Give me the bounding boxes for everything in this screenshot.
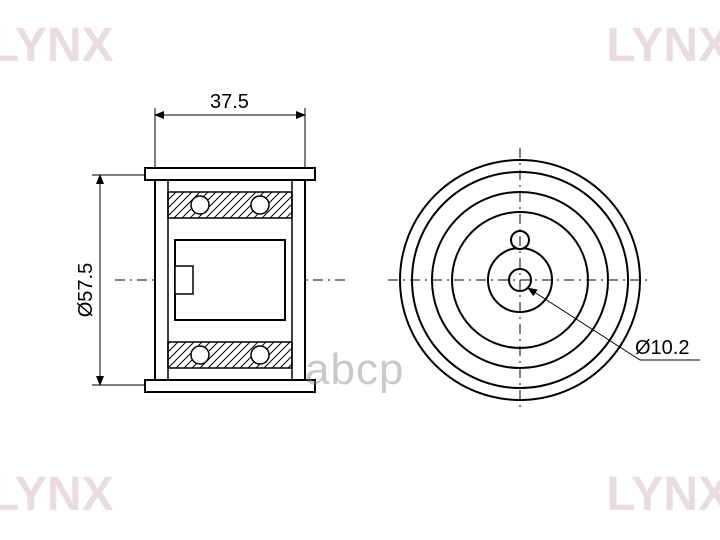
dim-bore-label: Ø10.2 [635,337,689,359]
front-view: Ø10.2 [388,148,700,412]
dim-diameter-label: Ø57.5 [75,263,97,317]
dim-width-label: 37.5 [210,91,249,113]
technical-drawing: 37.5 Ø57.5 Ø10.2 [0,0,720,540]
side-view: 37.5 Ø57.5 [75,91,345,392]
